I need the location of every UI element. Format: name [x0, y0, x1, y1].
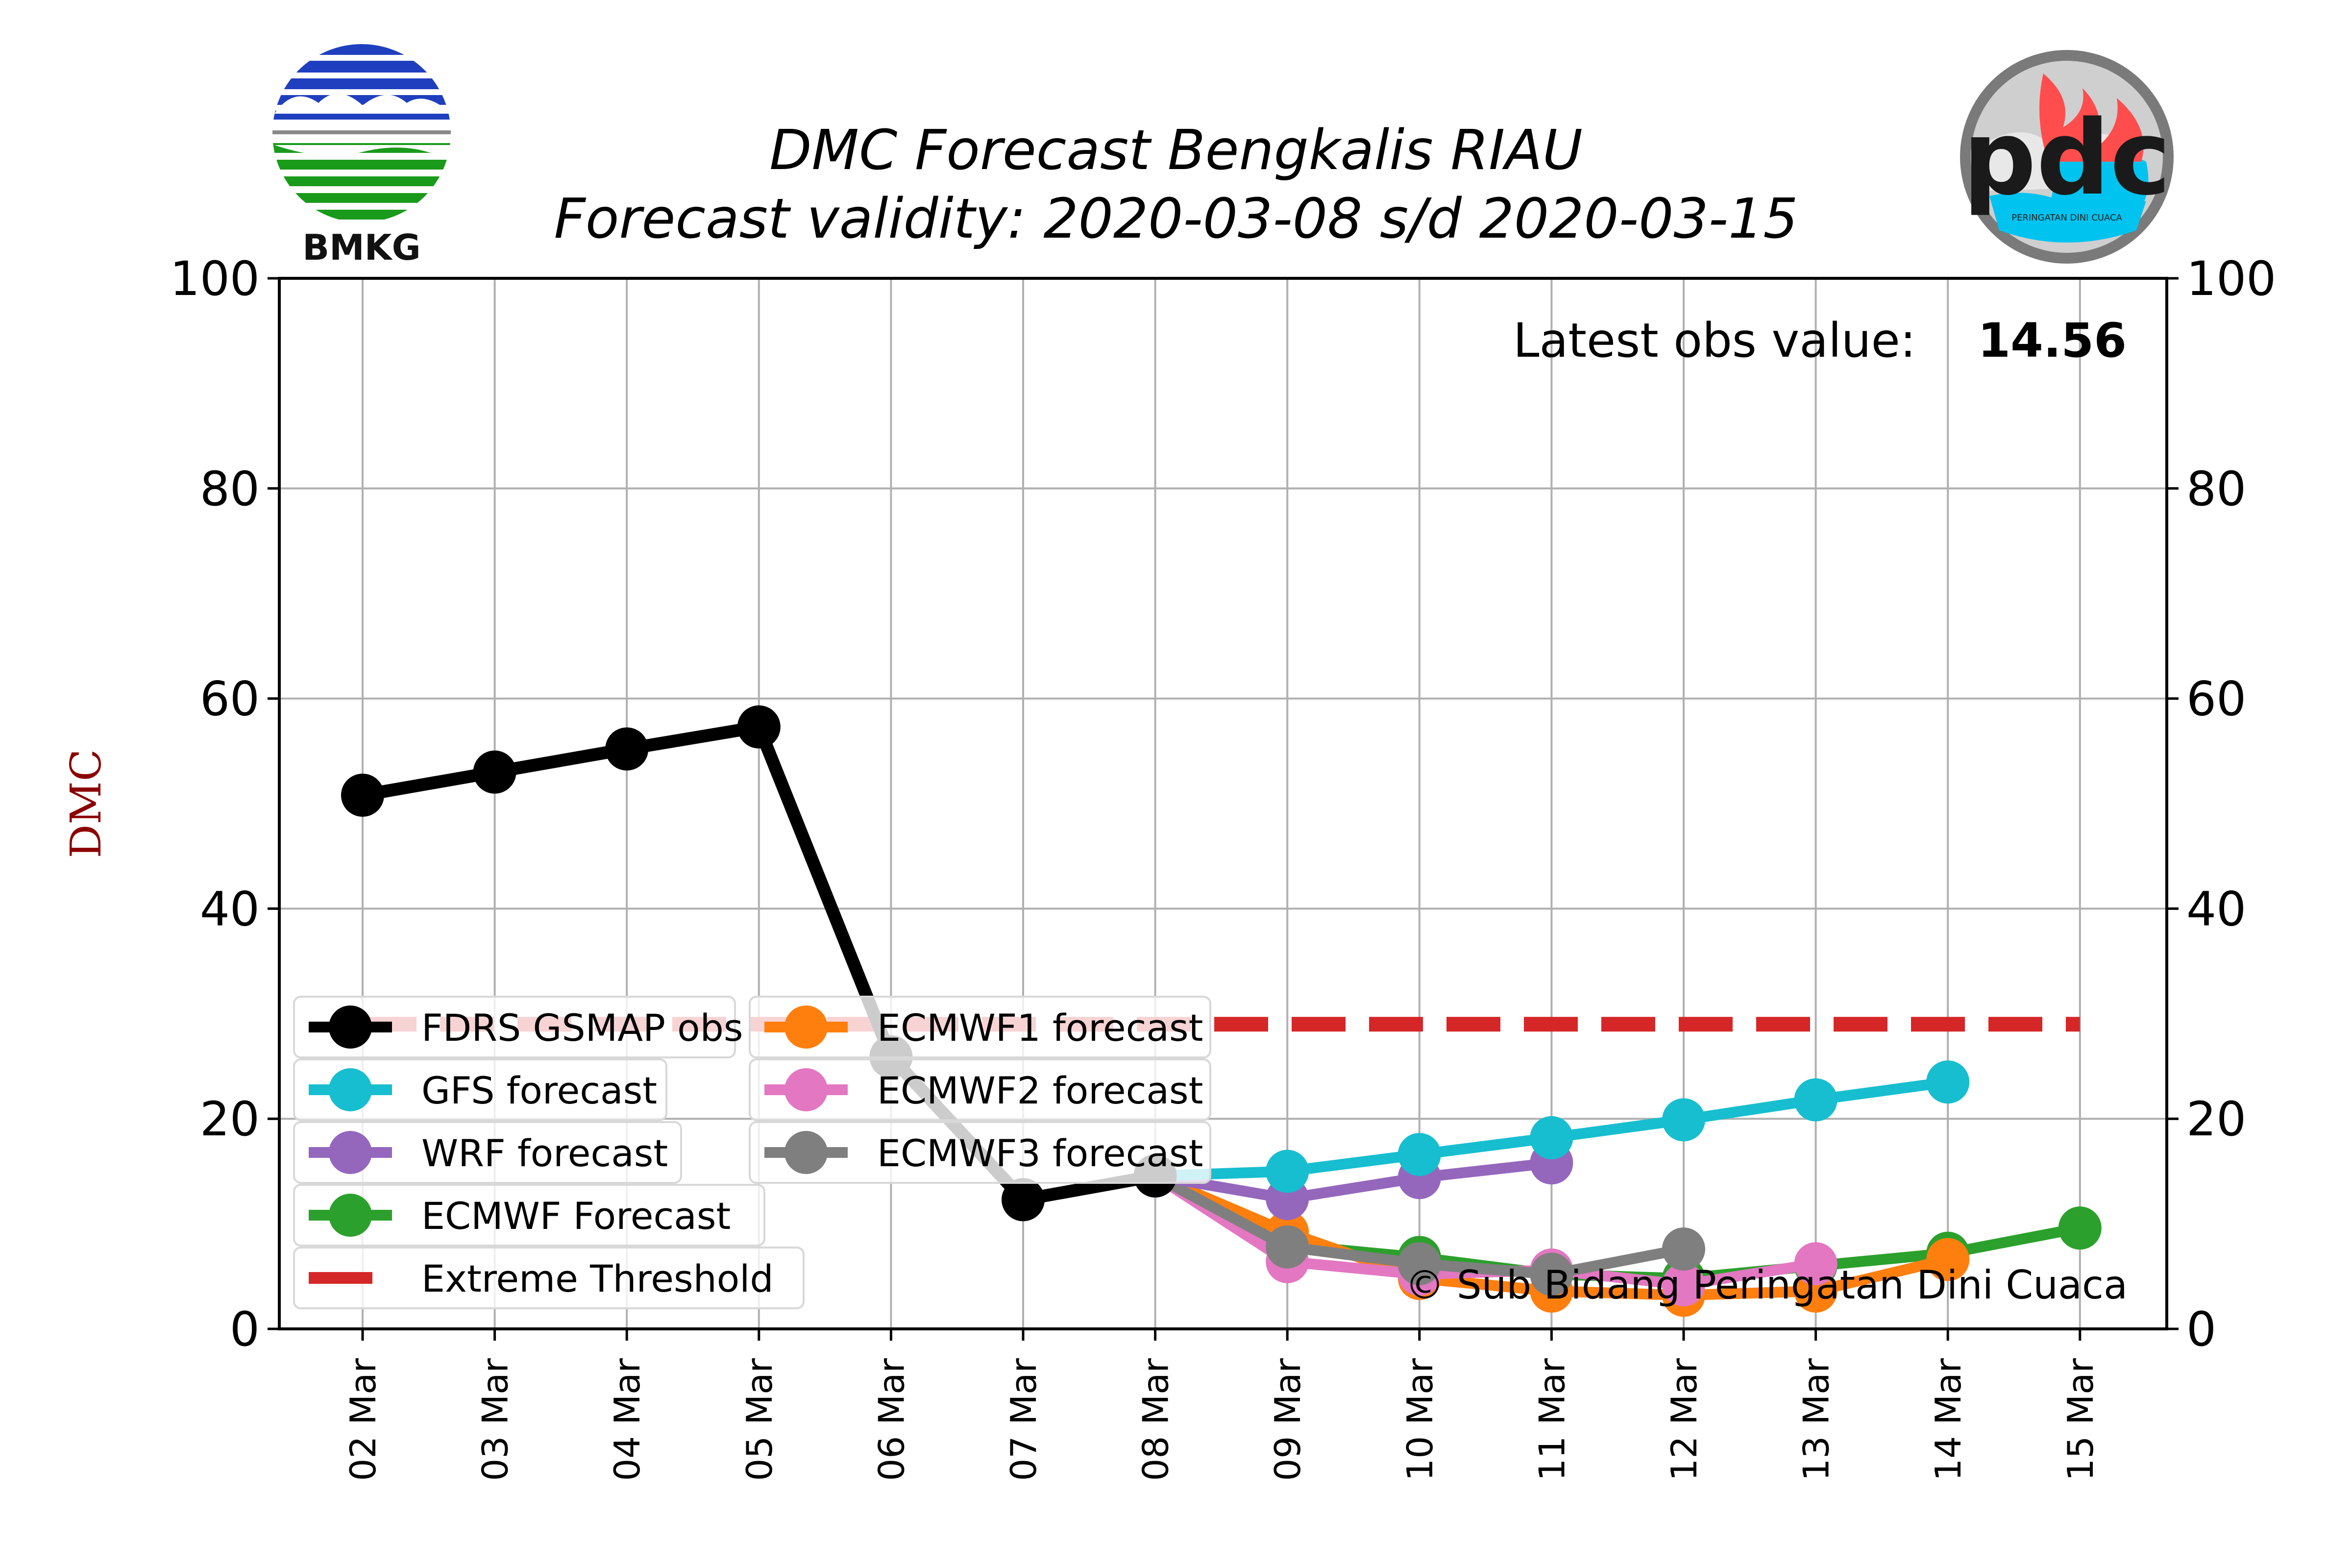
x-tick-label: 02 Mar [343, 1358, 384, 1481]
legend-item: FDRS GSMAP obs [293, 996, 743, 1058]
legend-label: ECMWF2 forecast [877, 1069, 1203, 1112]
y-tick-label-left: 40 [200, 882, 260, 936]
legend-box [749, 996, 1211, 1058]
y-tick-label-left: 100 [170, 251, 260, 306]
data-point [1002, 1178, 1045, 1222]
legend-swatch-marker [784, 1131, 828, 1174]
data-point [1397, 1133, 1441, 1176]
y-tick-label-right: 0 [2186, 1302, 2216, 1357]
series-line [1154, 1157, 1552, 1204]
legend-box [293, 1184, 765, 1247]
chart-subtitle: Forecast validity: 2020-03-08 s/d 2020-0… [554, 187, 1798, 251]
legend-swatch-marker [329, 1194, 372, 1237]
bmkg-logo-text: BMKG [302, 227, 420, 268]
x-tick-label: 13 Mar [1796, 1358, 1837, 1481]
data-point [341, 773, 384, 817]
y-tick-label-right: 20 [2186, 1092, 2246, 1147]
x-tick-label: 15 Mar [2060, 1358, 2101, 1481]
data-point [1662, 1227, 1705, 1271]
legend-box [293, 1058, 667, 1121]
series-gfs-forecast [1133, 1060, 1970, 1198]
legend-box [293, 1247, 805, 1309]
legend-label: GFS forecast [421, 1069, 657, 1112]
y-tick-label-right: 60 [2186, 672, 2246, 727]
legend-swatch-marker [329, 1131, 372, 1174]
legend-box [293, 1121, 682, 1184]
legend-label: Extreme Threshold [421, 1257, 774, 1300]
legend-item: ECMWF2 forecast [749, 1058, 1211, 1121]
pdc-logo-subtext: PERINGATAN DINI CUACA [2011, 213, 2122, 223]
x-tick-label: 09 Mar [1267, 1358, 1308, 1481]
legend-box [749, 1058, 1211, 1121]
data-point [1926, 1060, 1970, 1104]
x-tick-label: 03 Mar [475, 1358, 516, 1481]
data-point [2058, 1206, 2102, 1250]
data-point [1266, 1150, 1309, 1193]
data-point [473, 750, 516, 794]
data-point [1530, 1116, 1573, 1159]
data-point [737, 705, 781, 749]
legend-swatch-marker [784, 1005, 828, 1049]
data-point [1662, 1098, 1705, 1142]
x-tick-label: 07 Mar [1003, 1358, 1044, 1481]
data-point [1397, 1242, 1441, 1286]
legend-label: FDRS GSMAP obs [421, 1006, 743, 1050]
legend-item: GFS forecast [293, 1058, 667, 1121]
y-tick-label-left: 60 [200, 672, 260, 727]
y-tick-label-right: 100 [2186, 251, 2276, 306]
legend-swatch-marker [784, 1068, 828, 1111]
legend-box [293, 996, 736, 1058]
legend-label: ECMWF3 forecast [877, 1131, 1203, 1175]
x-tick-label: 11 Mar [1531, 1358, 1572, 1481]
legend-item: ECMWF3 forecast [749, 1121, 1211, 1184]
bmkg-logo: BMKG [272, 44, 451, 268]
latest-obs-value: 14.56 [1978, 313, 2127, 368]
legend-item: ECMWF1 forecast [749, 996, 1211, 1058]
legend-item: Extreme Threshold [293, 1247, 805, 1309]
y-tick-label-left: 20 [200, 1092, 260, 1147]
legend-item: WRF forecast [293, 1121, 682, 1184]
x-tick-label: 10 Mar [1399, 1358, 1441, 1481]
plot-frame [278, 277, 2168, 1330]
y-tick-label-left: 0 [230, 1302, 260, 1357]
data-point [1530, 1252, 1573, 1296]
x-tick-label: 14 Mar [1928, 1358, 1969, 1481]
data-point [1662, 1263, 1705, 1306]
x-tick-label: 05 Mar [739, 1358, 780, 1481]
data-point [1794, 1078, 1838, 1122]
data-point [605, 727, 649, 771]
legend: FDRS GSMAP obs GFS forecast WRF forecast EC… [293, 996, 1211, 1309]
legend-swatch-marker [329, 1005, 372, 1049]
y-tick-label-right: 80 [2186, 462, 2246, 516]
x-tick-label: 04 Mar [607, 1358, 648, 1481]
legend-swatch-marker [329, 1068, 372, 1111]
data-point [1266, 1225, 1309, 1269]
x-tick-label: 08 Mar [1135, 1358, 1176, 1481]
data-point [1926, 1238, 1970, 1281]
data-point [1794, 1242, 1838, 1286]
chart-title: DMC Forecast Bengkalis RIAU [769, 119, 1583, 182]
legend-label: ECMWF Forecast [421, 1194, 731, 1238]
latest-obs-label: Latest obs value: [1513, 313, 1916, 368]
legend-label: ECMWF1 forecast [877, 1006, 1203, 1050]
legend-label: WRF forecast [421, 1131, 668, 1175]
y-tick-label-left: 80 [200, 462, 260, 516]
copyright-note: © Sub Bidang Peringatan Dini Cuaca [1405, 1262, 2128, 1308]
axis-ticks: 02 Mar 03 Mar 04 Mar 05 Mar 06 Mar 07 Mar 08 M… [170, 251, 2276, 1481]
legend-item: ECMWF Forecast [293, 1184, 765, 1247]
pdc-logo-text: pdc [1962, 98, 2171, 218]
y-tick-label-right: 40 [2186, 882, 2246, 936]
x-tick-label: 12 Mar [1664, 1358, 1705, 1481]
y-axis-label: DMC [62, 749, 111, 858]
x-tick-label: 06 Mar [871, 1358, 912, 1481]
legend-box [749, 1121, 1211, 1184]
pdc-logo: pdc PERINGATAN DINI CUACA [1960, 50, 2174, 264]
